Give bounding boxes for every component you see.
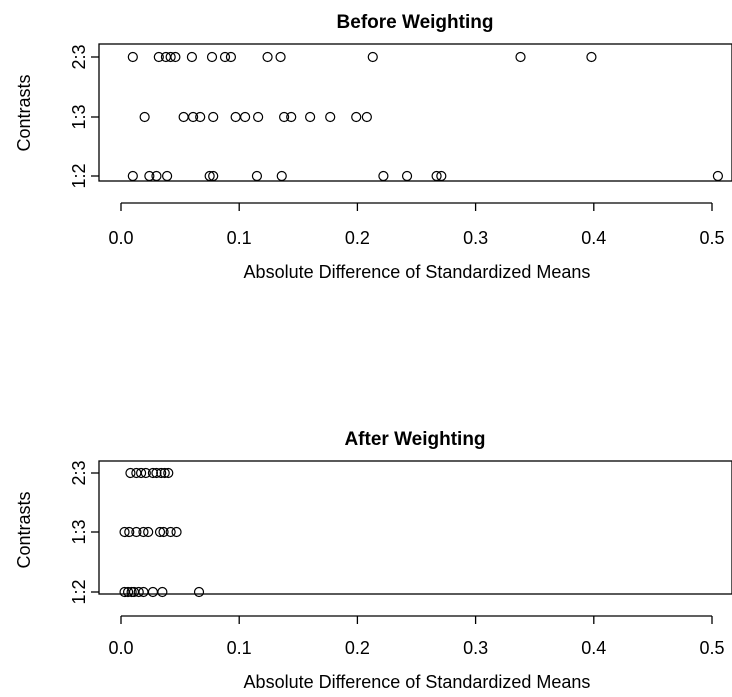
before-weighting-x-tick-label: 0.4 [581, 228, 606, 248]
before-weighting-point [127, 170, 138, 182]
after-weighting-point [135, 467, 147, 479]
before-weighting-point [195, 111, 206, 123]
before-weighting-point [279, 111, 290, 123]
before-weighting-point [186, 51, 198, 63]
before-weighting-point [151, 170, 162, 182]
after-weighting-point [171, 526, 182, 538]
before-weighting-x-tick-label: 0.0 [108, 228, 133, 248]
before-weighting-point [262, 51, 273, 63]
after-weighting-x-tick-label: 0.2 [345, 638, 370, 658]
after-weighting-point [119, 526, 130, 538]
after-weighting-point [131, 526, 142, 538]
before-weighting-point [351, 111, 362, 123]
after-weighting-point [147, 586, 159, 598]
before-weighting-title: Before Weighting [337, 12, 494, 33]
before-weighting-point [276, 170, 287, 182]
before-weighting-point [436, 170, 447, 182]
before-weighting-x-tick-label: 0.1 [227, 228, 252, 248]
after-weighting-x-axis-label: Absolute Difference of Standardized Mean… [244, 672, 591, 692]
before-weighting-point [251, 170, 263, 182]
before-weighting-point [253, 111, 264, 123]
before-weighting-point [127, 51, 138, 63]
after-weighting-point [151, 467, 162, 479]
before-weighting-plot-frame [98, 43, 732, 182]
after-weighting-x-tick-label: 0.0 [108, 638, 133, 658]
after-weighting-point [147, 467, 159, 479]
before-weighting-x-axis-label: Absolute Difference of Standardized Mean… [244, 262, 591, 282]
before-weighting-point [219, 51, 231, 63]
before-weighting-point [144, 170, 155, 182]
before-weighting-y-tick-label: 1:3 [69, 104, 89, 129]
before-weighting-point [515, 51, 526, 63]
after-weighting-point [159, 467, 170, 479]
before-weighting-y-tick-label: 2:3 [69, 44, 89, 69]
after-weighting-x-tick-label: 0.5 [699, 638, 724, 658]
before-weighting-point [188, 111, 199, 123]
after-weighting-point [133, 586, 144, 598]
before-weighting-point [367, 51, 378, 63]
before-weighting-point [161, 170, 173, 182]
after-weighting-point [140, 467, 151, 479]
after-weighting-point [143, 526, 154, 538]
before-weighting-point [586, 51, 597, 63]
before-weighting-point [401, 170, 413, 182]
before-weighting-point [712, 170, 724, 182]
before-weighting-point [178, 111, 189, 123]
before-weighting-point [305, 111, 316, 123]
before-weighting-point [153, 51, 164, 63]
after-weighting-point [122, 586, 134, 598]
before-weighting-point [378, 170, 389, 182]
before-weighting-point [225, 51, 237, 63]
before-weighting-x-tick-label: 0.3 [463, 228, 488, 248]
after-weighting-y-tick-label: 2:3 [69, 460, 89, 485]
after-weighting-panel: After Weighting Contrasts Absolute Diffe… [14, 429, 732, 692]
after-weighting-x-tick-label: 0.1 [227, 638, 252, 658]
before-weighting-point [204, 170, 215, 182]
before-weighting-point [286, 111, 297, 123]
after-weighting-y-tick-label: 1:3 [69, 519, 89, 544]
after-weighting-x-tick-label: 0.4 [581, 638, 606, 658]
before-weighting-y-tick-label: 1:2 [69, 163, 89, 188]
before-weighting-point [208, 111, 219, 123]
before-weighting-point [240, 111, 251, 123]
before-weighting-y-axis-label: Contrasts [14, 74, 34, 151]
after-weighting-y-axis-label: Contrasts [14, 491, 34, 568]
after-weighting-point [125, 467, 136, 479]
before-weighting-point [139, 111, 150, 123]
after-weighting-point [158, 526, 169, 538]
before-weighting-point [208, 170, 219, 182]
before-weighting-point [361, 111, 372, 123]
after-weighting-point [157, 586, 168, 598]
before-weighting-point [165, 51, 176, 63]
before-weighting-point [170, 51, 181, 63]
after-weighting-title: After Weighting [344, 429, 485, 450]
after-weighting-point [163, 467, 174, 479]
after-weighting-y-tick-label: 1:2 [69, 579, 89, 604]
after-weighting-plot-frame [98, 460, 732, 595]
before-weighting-x-tick-label: 0.2 [345, 228, 370, 248]
after-weighting-point [154, 526, 166, 538]
before-weighting-point [431, 170, 442, 182]
before-weighting-panel: Before Weighting Contrasts Absolute Diff… [14, 12, 732, 282]
after-weighting-point [156, 467, 167, 479]
after-weighting-point [138, 526, 149, 538]
after-weighting-point [124, 526, 135, 538]
before-weighting-point [275, 51, 286, 63]
before-weighting-point [230, 111, 241, 123]
before-weighting-point [325, 111, 336, 123]
before-weighting-x-tick-label: 0.5 [699, 228, 724, 248]
after-weighting-point [165, 526, 176, 538]
after-weighting-point [193, 586, 205, 598]
after-weighting-x-tick-label: 0.3 [463, 638, 488, 658]
before-weighting-point [206, 51, 218, 63]
